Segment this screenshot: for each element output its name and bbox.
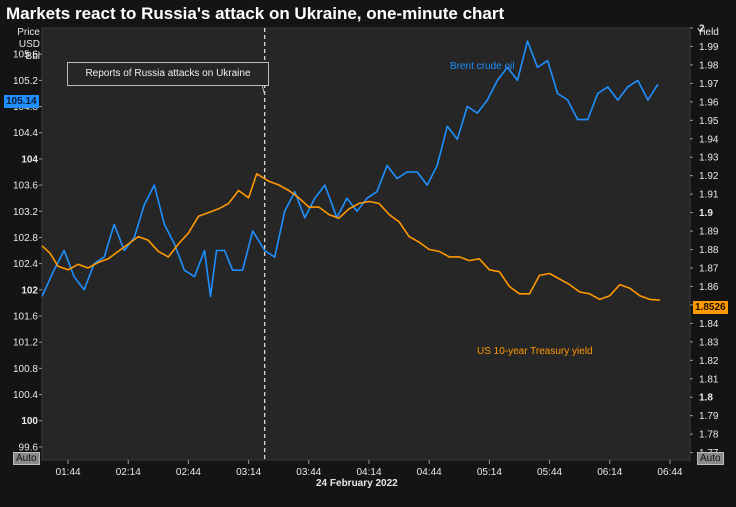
left-axis-header-unit: Bbl bbox=[25, 51, 40, 62]
right-axis-tick-label: 1.82 bbox=[699, 356, 719, 367]
right-axis-header: Yield bbox=[697, 27, 719, 38]
right-axis-tick-label: 1.81 bbox=[699, 374, 719, 385]
right-axis-tick-label: 1.89 bbox=[699, 227, 719, 238]
right-axis-tick-label: 1.87 bbox=[699, 264, 719, 275]
x-axis-tick-label: 05:14 bbox=[477, 467, 502, 478]
left-axis-tick-label: 104 bbox=[21, 154, 38, 165]
right-axis-tick-label: 1.9 bbox=[699, 208, 713, 219]
x-axis-tick-label: 02:14 bbox=[116, 467, 141, 478]
right-axis-tick-label: 1.83 bbox=[699, 337, 719, 348]
right-axis-tick-label: 1.84 bbox=[699, 319, 719, 330]
right-axis-tick-label: 1.97 bbox=[699, 79, 719, 90]
brent-series-line bbox=[41, 40, 659, 298]
right-axis-auto-button[interactable]: Auto bbox=[697, 452, 724, 465]
left-axis-tick-label: 101.2 bbox=[13, 338, 38, 349]
right-axis-tick-label: 1.79 bbox=[699, 411, 719, 422]
left-axis-auto-button[interactable]: Auto bbox=[13, 452, 40, 465]
brent-last-value-tag: 105.14 bbox=[4, 95, 39, 108]
left-axis-header-price: Price bbox=[17, 27, 40, 38]
plot-area bbox=[42, 28, 690, 460]
right-axis-tick-label: 1.86 bbox=[699, 282, 719, 293]
chart-title: Markets react to Russia's attack on Ukra… bbox=[6, 4, 505, 23]
left-axis-tick-label: 100.4 bbox=[13, 390, 38, 401]
right-axis-tick-label: 1.95 bbox=[699, 116, 719, 127]
right-axis-tick-label: 1.98 bbox=[699, 60, 719, 71]
x-axis-tick-label: 06:14 bbox=[597, 467, 622, 478]
x-axis-tick-label: 04:44 bbox=[417, 467, 442, 478]
right-axis-tick-label: 1.78 bbox=[699, 430, 719, 441]
right-axis-tick-label: 1.96 bbox=[699, 97, 719, 108]
right-axis-tick-label: 1.88 bbox=[699, 245, 719, 256]
x-axis-tick-label: 03:44 bbox=[296, 467, 321, 478]
left-axis-tick-label: 105.2 bbox=[13, 76, 38, 87]
left-axis-header-currency: USD bbox=[18, 39, 40, 50]
ust-series-line bbox=[41, 173, 660, 301]
x-axis-tick-label: 02:44 bbox=[176, 467, 201, 478]
left-axis-tick-label: 100.8 bbox=[13, 364, 38, 375]
x-axis-tick-label: 03:14 bbox=[236, 467, 261, 478]
left-axis-tick-label: 101.6 bbox=[13, 312, 38, 323]
right-axis-tick-label: 1.93 bbox=[699, 153, 719, 164]
right-axis-tick-label: 1.92 bbox=[699, 171, 719, 182]
left-axis-tick-label: 102.8 bbox=[13, 233, 38, 244]
annotation-connector bbox=[261, 84, 266, 96]
right-axis-tick-label: 1.8 bbox=[699, 393, 713, 404]
left-axis-tick-label: 102 bbox=[21, 285, 38, 296]
right-axis-tick-label: 2 bbox=[699, 24, 705, 35]
left-axis-tick-label: 102.4 bbox=[13, 259, 38, 270]
left-axis-tick-label: 99.6 bbox=[19, 442, 39, 453]
left-axis-tick-label: 100 bbox=[21, 416, 38, 427]
ust-last-value-tag: 1.8526 bbox=[693, 301, 728, 314]
left-axis-tick-label: 103.2 bbox=[13, 207, 38, 218]
x-axis-date-label: 24 February 2022 bbox=[316, 478, 398, 489]
right-axis-tick-label: 1.94 bbox=[699, 134, 719, 145]
left-axis-header: Price USD Bbl bbox=[2, 27, 40, 63]
event-annotation: Reports of Russia attacks on Ukraine bbox=[67, 62, 269, 86]
x-axis-tick-label: 06:44 bbox=[657, 467, 682, 478]
right-axis-tick-label: 1.91 bbox=[699, 190, 719, 201]
left-axis-tick-label: 104.4 bbox=[13, 128, 38, 139]
right-axis-tick-label: 1.99 bbox=[699, 42, 719, 53]
x-axis-tick-label: 05:44 bbox=[537, 467, 562, 478]
plot-border bbox=[41, 27, 691, 461]
x-axis-tick-label: 04:14 bbox=[356, 467, 381, 478]
ust-series-label: US 10-year Treasury yield bbox=[477, 346, 593, 357]
brent-series-label: Brent crude oil bbox=[450, 61, 515, 72]
left-axis-tick-label: 105.6 bbox=[13, 50, 38, 61]
left-axis-tick-label: 103.6 bbox=[13, 181, 38, 192]
x-axis-tick-label: 01:44 bbox=[56, 467, 81, 478]
